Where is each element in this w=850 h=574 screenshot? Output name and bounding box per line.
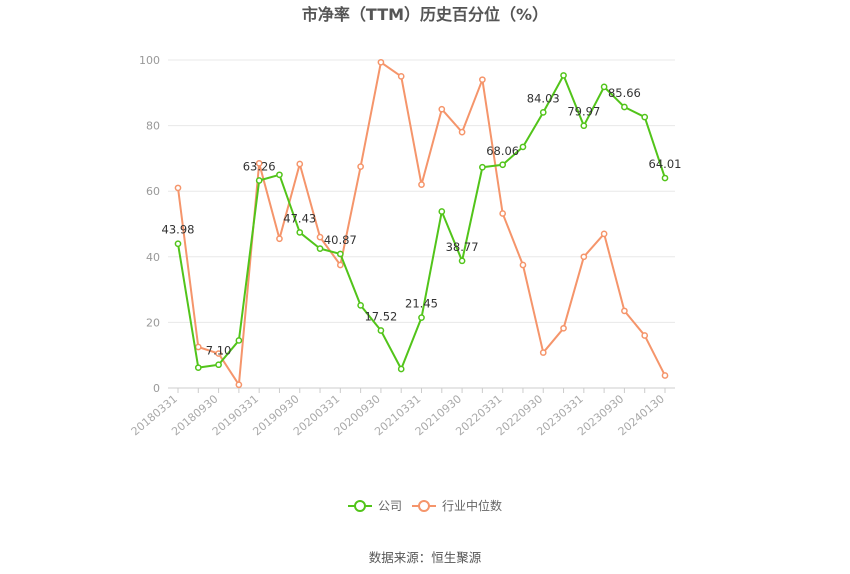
data-source: 数据来源：恒生聚源 <box>369 550 482 565</box>
data-point[interactable] <box>499 210 507 217</box>
data-point[interactable] <box>397 365 405 373</box>
data-point[interactable] <box>418 314 425 321</box>
y-tick-label: 20 <box>146 316 160 329</box>
data-labels: 43.98 7.10 63.26 47.43 40.87 17.52 21.45 38.77 6… <box>162 86 682 358</box>
data-point[interactable] <box>621 307 628 315</box>
legend-label: 公司 <box>378 499 402 513</box>
series-line <box>177 74 666 370</box>
data-point[interactable] <box>336 250 344 258</box>
data-point[interactable] <box>357 163 364 170</box>
data-label: 68.06 <box>486 144 519 158</box>
data-point[interactable] <box>600 83 608 91</box>
data-point[interactable] <box>174 184 182 192</box>
chart-title: 市净率（TTM）历史百分位（%） <box>302 5 548 24</box>
data-point[interactable] <box>661 174 669 182</box>
data-point[interactable] <box>641 113 649 121</box>
data-point[interactable] <box>174 240 182 248</box>
data-point[interactable] <box>560 72 567 79</box>
data-point[interactable] <box>479 76 486 84</box>
data-point[interactable] <box>276 235 283 243</box>
grid-lines <box>168 59 675 389</box>
data-point[interactable] <box>377 327 385 334</box>
data-point[interactable] <box>438 105 446 113</box>
data-point[interactable] <box>438 208 446 215</box>
y-tick-label: 80 <box>146 120 160 133</box>
data-point[interactable] <box>397 73 405 80</box>
data-point[interactable] <box>519 261 527 269</box>
data-point[interactable] <box>621 103 628 111</box>
data-point[interactable] <box>316 233 324 241</box>
data-label: 85.66 <box>608 86 641 100</box>
series-industry-median <box>174 58 669 389</box>
data-point[interactable] <box>215 350 222 357</box>
data-label: 40.87 <box>324 233 357 247</box>
legend-item-company[interactable]: 公司 <box>348 499 402 513</box>
data-point[interactable] <box>600 230 608 238</box>
data-label: 21.45 <box>405 297 438 311</box>
data-point[interactable] <box>458 128 466 136</box>
data-point[interactable] <box>580 122 588 130</box>
data-point[interactable] <box>661 372 669 379</box>
legend-label: 行业中位数 <box>442 498 502 513</box>
y-tick-label: 0 <box>153 382 160 395</box>
data-point[interactable] <box>479 163 486 171</box>
data-point[interactable] <box>499 161 507 169</box>
y-axis: 0 20 40 60 80 100 <box>139 54 160 395</box>
legend-item-industry-median[interactable]: 行业中位数 <box>412 498 502 513</box>
legend[interactable]: 公司 行业中位数 <box>348 498 502 513</box>
data-label: 43.98 <box>162 223 195 237</box>
data-point[interactable] <box>296 160 304 168</box>
data-label: 38.77 <box>446 240 479 254</box>
data-point[interactable] <box>357 301 364 309</box>
legend-swatch-marker <box>354 500 366 512</box>
data-label: 64.01 <box>649 157 682 171</box>
y-tick-label: 100 <box>139 54 160 67</box>
data-point[interactable] <box>377 58 385 66</box>
y-tick-label: 60 <box>146 185 160 198</box>
data-point[interactable] <box>560 324 567 332</box>
legend-swatch-marker <box>418 500 430 512</box>
series-group <box>174 58 669 389</box>
data-point[interactable] <box>580 253 588 261</box>
data-label: 17.52 <box>364 310 397 324</box>
x-axis: 2018033120180930201903312019093020200331… <box>129 388 667 438</box>
data-point[interactable] <box>235 381 243 389</box>
data-point[interactable] <box>418 181 425 188</box>
data-point[interactable] <box>276 171 283 179</box>
series-company <box>174 72 669 373</box>
data-point[interactable] <box>194 364 202 372</box>
data-point[interactable] <box>215 361 222 369</box>
data-point[interactable] <box>539 349 547 356</box>
data-label: 84.03 <box>527 91 560 105</box>
data-point[interactable] <box>194 343 202 351</box>
data-label: 63.26 <box>243 160 276 174</box>
data-point[interactable] <box>336 261 344 269</box>
y-tick-label: 40 <box>146 251 160 264</box>
data-point[interactable] <box>519 143 527 151</box>
data-point[interactable] <box>255 177 263 184</box>
data-label: 7.10 <box>206 344 232 358</box>
data-point[interactable] <box>458 257 466 265</box>
data-point[interactable] <box>316 245 324 252</box>
data-point[interactable] <box>641 332 649 339</box>
data-point[interactable] <box>255 159 263 167</box>
data-label: 79.97 <box>567 105 600 119</box>
data-label: 47.43 <box>283 211 316 225</box>
data-point[interactable] <box>296 229 304 236</box>
data-point[interactable] <box>235 337 243 344</box>
data-point[interactable] <box>539 109 547 116</box>
